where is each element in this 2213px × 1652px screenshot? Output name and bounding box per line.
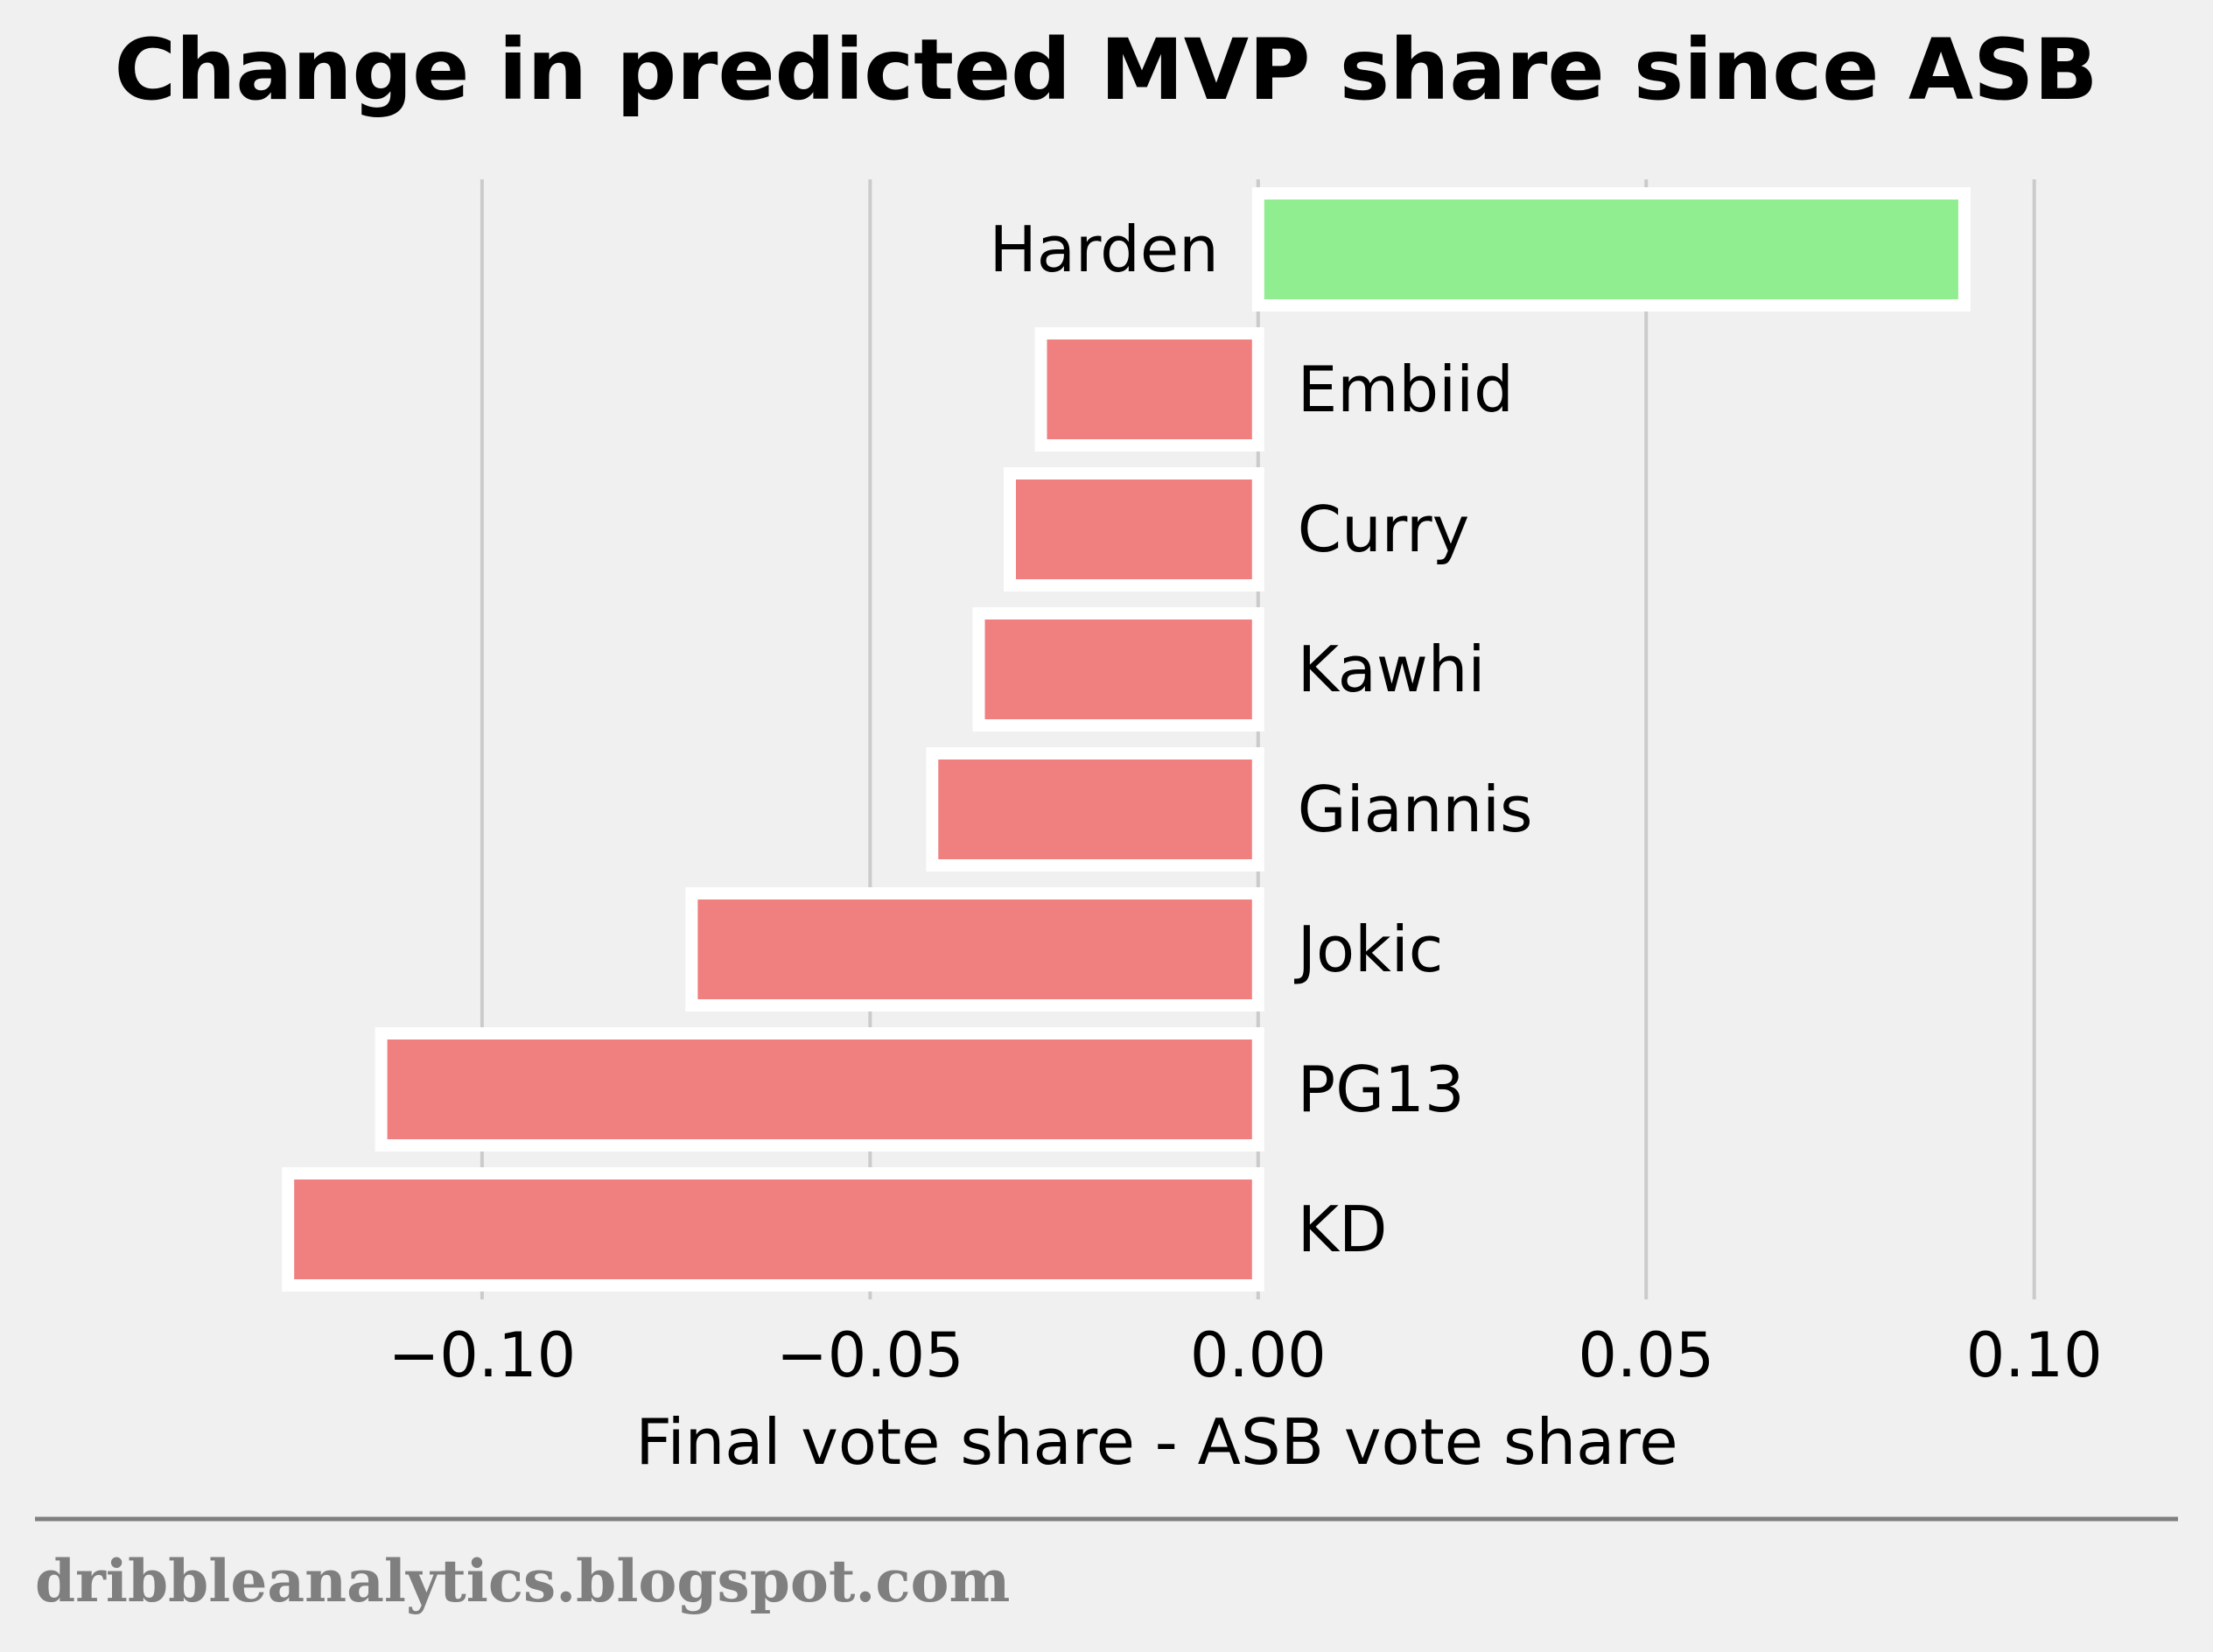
source-credit: dribbleanalytics.blogspot.com	[35, 1547, 1010, 1615]
category-label: Kawhi	[1298, 633, 1486, 706]
bar-kd	[282, 1167, 1264, 1292]
category-label: Jokic	[1294, 913, 1444, 986]
bar-embiid	[1034, 327, 1264, 452]
category-label: PG13	[1298, 1053, 1465, 1126]
x-tick-label: 0.10	[1966, 1320, 2103, 1391]
x-tick-labels: −0.10 −0.05 0.00 0.05 0.10	[389, 1320, 2103, 1391]
bar-jokic	[685, 887, 1264, 1012]
bar-giannis	[926, 747, 1264, 872]
bar-harden	[1251, 187, 1971, 312]
chart-title: Change in predicted MVP share since ASB	[115, 21, 2098, 119]
bar-curry	[1003, 467, 1264, 592]
category-label: Curry	[1298, 493, 1469, 566]
bars	[282, 187, 1971, 1292]
category-label: Giannis	[1298, 773, 1533, 846]
category-label: KD	[1298, 1193, 1388, 1266]
x-tick-label: 0.05	[1578, 1320, 1714, 1391]
x-tick-label: −0.05	[776, 1320, 964, 1391]
x-tick-label: −0.10	[389, 1320, 577, 1391]
x-axis-label: Final vote share - ASB vote share	[635, 1405, 1677, 1479]
category-labels: Harden Embiid Curry Kawhi Giannis Jokic PG13 KD	[990, 213, 1533, 1266]
category-label: Embiid	[1298, 353, 1514, 426]
category-label: Harden	[990, 213, 1219, 286]
bar-kawhi	[972, 607, 1264, 732]
bar-pg13	[375, 1027, 1264, 1152]
x-tick-label: 0.00	[1190, 1320, 1327, 1391]
